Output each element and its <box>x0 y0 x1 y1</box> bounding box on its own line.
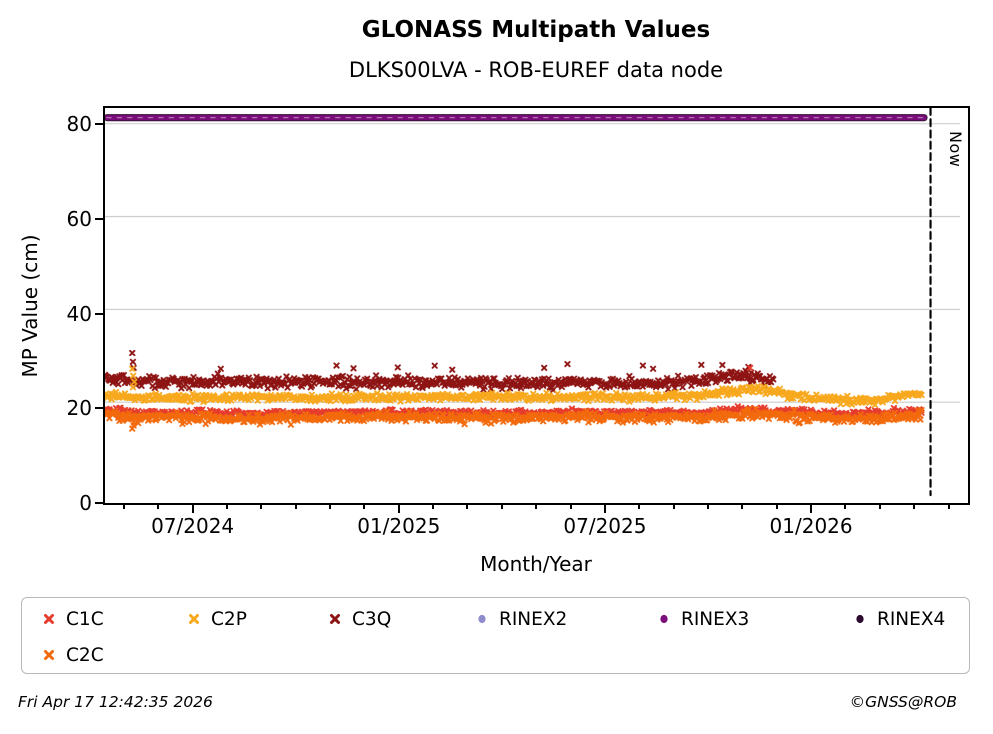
rinex3-marker-icon <box>658 610 670 629</box>
y-tick-label: 0 <box>79 491 92 515</box>
rinex4-marker-icon <box>854 610 866 629</box>
x-minor-tick <box>363 505 366 509</box>
legend: C1C C2P C3Q RINEX2 RINEX3 RINEX4 C2C <box>21 597 970 674</box>
y-tick-label: 40 <box>66 301 92 326</box>
x-minor-tick <box>329 505 332 509</box>
legend-item-c2c: C2C <box>43 642 104 668</box>
copyright-credit: ©GNSS@ROB <box>849 693 957 711</box>
x-minor-tick <box>638 505 641 509</box>
x-minor-tick <box>707 505 710 509</box>
chart-title: GLONASS Multipath Values <box>361 17 711 43</box>
y-tick <box>95 123 103 125</box>
y-tick-label: 60 <box>66 206 92 231</box>
y-tick <box>95 502 103 504</box>
x-minor-tick <box>741 505 744 509</box>
x-tick-label: 01/2025 <box>357 514 441 538</box>
x-tick-label: 07/2024 <box>151 514 235 538</box>
legend-item-c1c: C1C <box>43 606 104 632</box>
legend-item-rinex3: RINEX3 <box>658 606 749 632</box>
x-minor-tick <box>466 505 469 509</box>
x-minor-tick <box>947 505 950 509</box>
x-minor-tick <box>294 505 297 509</box>
x-major-tick <box>603 505 606 513</box>
legend-item-rinex2: RINEX2 <box>476 606 567 632</box>
x-minor-tick <box>775 505 778 509</box>
legend-item-c2p: C2P <box>188 606 247 632</box>
chart-subtitle: DLKS00LVA - ROB-EUREF data node <box>348 58 724 82</box>
legend-label: C2P <box>211 608 247 630</box>
x-minor-tick <box>260 505 263 509</box>
x-major-tick <box>397 505 400 513</box>
legend-item-c3q: C3Q <box>329 606 391 632</box>
y-axis-label: MP Value (cm) <box>18 234 42 378</box>
now-label: Now <box>946 131 965 168</box>
x-minor-tick <box>535 505 538 509</box>
x-tick-label: 07/2025 <box>563 514 647 538</box>
plot-timestamp: Fri Apr 17 12:42:35 2026 <box>18 693 213 711</box>
legend-label: C2C <box>66 644 104 666</box>
x-major-tick <box>810 505 813 513</box>
x-minor-tick <box>844 505 847 509</box>
x-minor-tick <box>913 505 916 509</box>
x-minor-tick <box>500 505 503 509</box>
x-axis-label: Month/Year <box>480 552 592 576</box>
c2c-marker-icon <box>43 646 55 665</box>
c3q-marker-icon <box>329 610 341 629</box>
x-minor-tick <box>878 505 881 509</box>
c2p-marker-icon <box>188 610 200 629</box>
x-major-tick <box>191 505 194 513</box>
legend-item-rinex4: RINEX4 <box>854 606 945 632</box>
legend-label: C3Q <box>352 608 392 630</box>
x-minor-tick <box>672 505 675 509</box>
legend-label: RINEX2 <box>499 608 568 630</box>
legend-label: RINEX4 <box>877 608 946 630</box>
plot-area <box>103 106 970 505</box>
y-tick-label: 20 <box>66 396 92 421</box>
y-tick <box>95 407 103 410</box>
c1c-marker-icon <box>43 610 55 629</box>
legend-label: RINEX3 <box>681 608 750 630</box>
y-tick-label: 80 <box>66 112 92 136</box>
rinex2-marker-icon <box>476 610 488 629</box>
x-tick-label: 01/2026 <box>769 514 853 538</box>
x-minor-tick <box>569 505 572 509</box>
x-minor-tick <box>225 505 228 509</box>
x-minor-tick <box>432 505 435 509</box>
y-tick <box>95 217 103 220</box>
y-tick <box>95 312 103 315</box>
legend-label: C1C <box>66 608 104 630</box>
plot-canvas <box>105 108 964 499</box>
x-minor-tick <box>157 505 160 509</box>
x-minor-tick <box>122 505 125 509</box>
